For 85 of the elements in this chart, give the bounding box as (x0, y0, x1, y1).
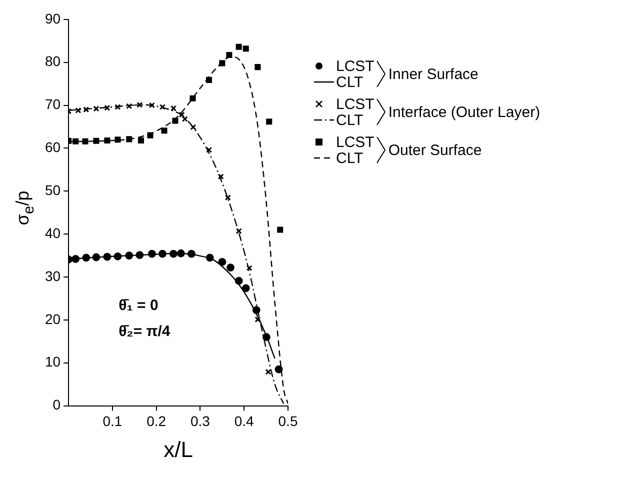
point (93, 106, 100, 112)
legend-label: LCST (336, 134, 374, 150)
point (125, 252, 134, 260)
point (242, 46, 249, 52)
point (126, 136, 132, 142)
point (83, 106, 90, 113)
y-tick-label: 50 (44, 182, 61, 198)
y-tick-label: 60 (44, 139, 61, 156)
point (82, 254, 90, 262)
text: Outer Surface (388, 142, 482, 158)
point (206, 146, 212, 153)
point (236, 228, 242, 234)
y-tick-label: 70 (44, 96, 61, 112)
point (254, 316, 261, 323)
point (236, 44, 242, 50)
point (226, 264, 234, 272)
point (190, 95, 196, 102)
point (274, 365, 283, 374)
legend-label: LCST (336, 96, 374, 112)
point (147, 132, 154, 138)
point (126, 103, 132, 110)
point (104, 104, 110, 111)
point (72, 255, 80, 263)
point (114, 136, 121, 143)
point (158, 250, 166, 258)
point (242, 284, 250, 292)
point (136, 102, 143, 108)
point (206, 254, 214, 262)
point (136, 251, 144, 260)
point (206, 76, 212, 83)
y-tick-label: 40 (44, 224, 61, 241)
legend-label: CLT (336, 150, 364, 166)
y-tick-label: 80 (44, 53, 61, 70)
x-tick-label: 0.4 (234, 413, 254, 430)
text: Interface (Outer Layer) (388, 104, 540, 120)
point (277, 226, 284, 233)
point (246, 264, 252, 271)
point (188, 250, 196, 258)
point (219, 60, 226, 66)
x-axis-title: x/L (164, 436, 193, 462)
point (176, 249, 185, 258)
point (172, 118, 178, 124)
point (265, 368, 272, 375)
point (190, 124, 196, 130)
point (104, 137, 110, 144)
y-tick-label: 90 (44, 10, 61, 26)
point (170, 250, 178, 258)
point (138, 137, 144, 144)
legend-label: CLT (336, 74, 364, 90)
point (218, 258, 226, 266)
point (82, 138, 88, 144)
text: Inner Surface (388, 66, 478, 82)
point (161, 128, 168, 134)
point (148, 102, 155, 108)
point (72, 138, 79, 144)
legend-label: LCST (336, 58, 374, 74)
x-tick-label: 0.2 (146, 413, 166, 430)
point (170, 105, 176, 112)
point (182, 116, 188, 122)
point (103, 252, 112, 261)
point (114, 104, 121, 110)
annotation: θ̄₁ = 0 (118, 296, 158, 314)
x-tick-label: 0.1 (102, 413, 122, 430)
point (234, 276, 243, 285)
point (254, 64, 261, 70)
legend-label: CLT (336, 112, 364, 128)
point (252, 306, 260, 314)
y-tick-label: 10 (44, 354, 61, 370)
y-tick-label: 30 (44, 268, 61, 284)
y-tick-label: 0 (52, 396, 61, 413)
point (93, 138, 100, 144)
y-tick-label: 20 (44, 310, 61, 327)
x-tick-label: 0.3 (190, 413, 210, 430)
point (75, 107, 82, 114)
x-tick-label: 0.5 (278, 413, 298, 430)
point (224, 194, 231, 201)
point (226, 52, 232, 58)
point (114, 252, 122, 260)
point (148, 250, 156, 258)
point (218, 174, 224, 180)
point (266, 118, 272, 125)
point (92, 253, 100, 262)
point (262, 333, 270, 342)
annotation: θ̄₂= π/4 (118, 322, 171, 340)
point (159, 104, 166, 110)
